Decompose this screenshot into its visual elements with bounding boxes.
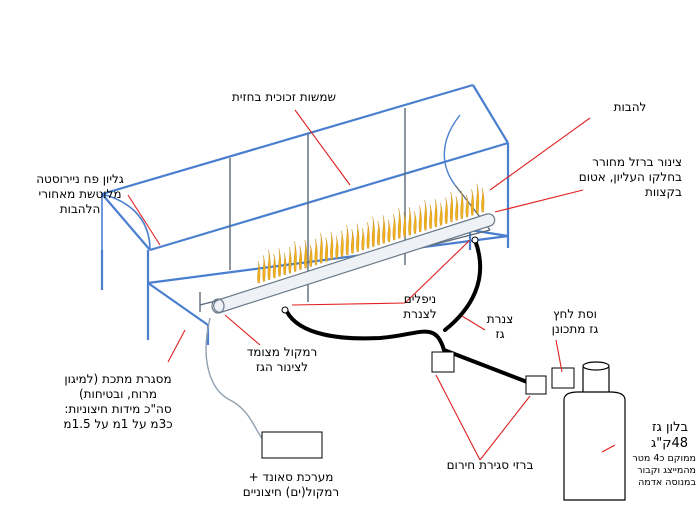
flame (403, 212, 407, 237)
flame (356, 223, 360, 252)
flame (397, 208, 401, 239)
right-end-sheet (443, 114, 461, 186)
leader-lines (127, 109, 616, 461)
label-iron-pipe: צינור ברזל מחורר בחלקו העליון, אטום בקצו… (578, 155, 682, 199)
flame (272, 253, 276, 279)
flame (481, 187, 485, 213)
label-regulator: וסת לחץ גז מתכונן (551, 307, 599, 336)
left-end-sheet (101, 192, 151, 251)
nipple-left (281, 306, 289, 314)
shutoff-valve-1 (431, 351, 455, 373)
flame (387, 219, 391, 242)
flame (429, 204, 433, 229)
flame (304, 240, 308, 269)
flame (413, 211, 417, 234)
flame (257, 260, 261, 284)
label-metal-frame: מסגרת מתכת (למיגון מרוח, ובטיחות) סה"כ מ… (63, 372, 173, 431)
flame (288, 247, 292, 274)
speaker-wire (205, 317, 263, 439)
label-gas-tank-note: ממוקם כ4 מטר מהמייצג וקבור במנוסה אדמה (632, 453, 696, 488)
flame (371, 216, 375, 247)
gas-hose (285, 238, 537, 387)
flame (449, 191, 454, 223)
regulator-box (551, 367, 575, 389)
flame (262, 255, 266, 282)
flame (309, 244, 313, 267)
flame (423, 200, 427, 231)
flame (439, 203, 443, 226)
label-glass-panes: שמשות זכוכית בחזית (231, 90, 337, 104)
iron-pipe (211, 213, 496, 314)
flame (444, 197, 448, 224)
flame (278, 248, 282, 277)
flame (377, 220, 381, 246)
flame (434, 198, 438, 228)
flame (283, 252, 287, 275)
flame (366, 222, 370, 249)
flame (298, 245, 302, 270)
flame (324, 237, 328, 262)
flame (267, 249, 271, 280)
gas-tank (563, 361, 626, 501)
label-gas-pipe: צנרת גז (486, 312, 514, 341)
flame (382, 215, 386, 244)
flame (335, 236, 339, 259)
flame (340, 230, 344, 257)
flames (257, 183, 485, 284)
flame (361, 227, 365, 251)
label-plexiglass-sheet: גליון פח ניירוסטה מלוטשת מאחורי הלהבות (36, 172, 124, 216)
flame (465, 194, 469, 218)
label-gas-tank: בלון גז 48ק"ג (650, 420, 688, 451)
flame (351, 229, 355, 254)
flame (408, 207, 412, 236)
label-nipples: ניפלים לצנרת (403, 292, 437, 321)
shutoff-valve-2 (525, 375, 547, 395)
label-shutoff-valves: ברזי סגירת חירום (446, 458, 534, 472)
sound-system-box (261, 431, 323, 459)
flame (345, 224, 349, 256)
flame (470, 189, 474, 216)
flame (293, 241, 297, 272)
label-speaker: רמקול מצומד לצינור הגז (246, 345, 318, 374)
flame (418, 205, 422, 233)
label-sound-system: מערכת סאונד + רמקול(ים) חיצוניים (242, 470, 340, 499)
flame (319, 233, 323, 264)
label-flames: להבות (613, 100, 647, 114)
flame (392, 214, 396, 241)
nipple-right (471, 236, 479, 244)
flame (330, 231, 334, 261)
flame (460, 190, 464, 219)
flame (455, 196, 459, 221)
flame (476, 183, 480, 214)
flame (314, 238, 318, 266)
